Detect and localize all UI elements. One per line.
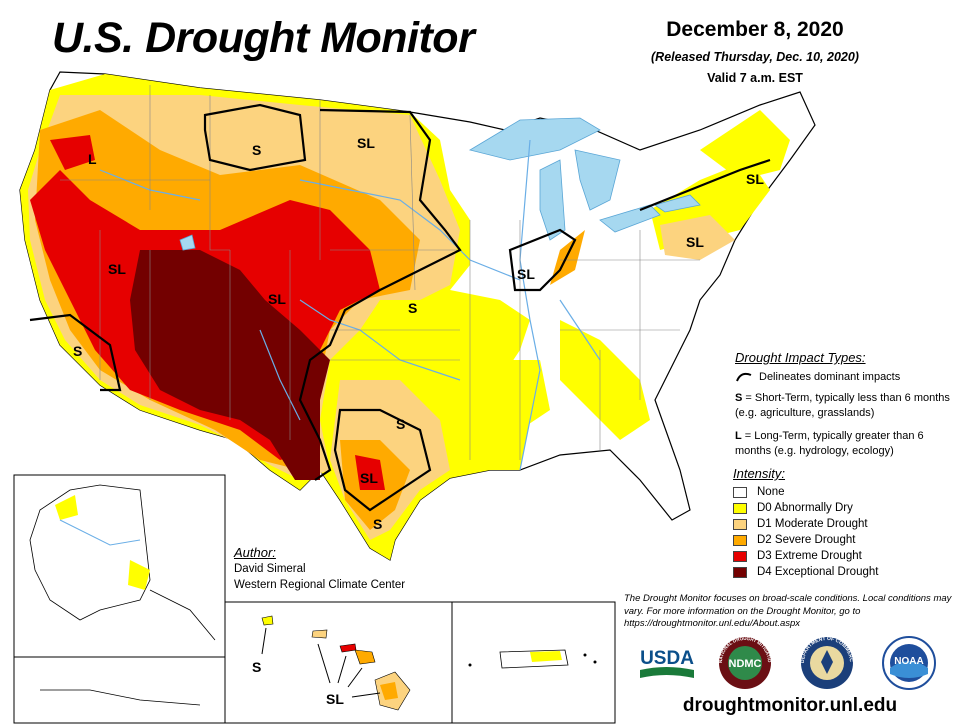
impact-l-desc: = Long-Term, typically greater than 6 mo… xyxy=(735,429,924,457)
intensity-label: D1 Moderate Drought xyxy=(757,518,868,530)
site-url[interactable]: droughtmonitor.unl.edu xyxy=(682,695,898,716)
impact-line-icon xyxy=(736,372,752,382)
intensity-row-d2: D2 Severe Drought xyxy=(733,532,953,548)
impact-s-key: S = Short-Term, typically less than 6 mo… xyxy=(735,391,955,421)
release-note: (Released Thursday, Dec. 10, 2020) xyxy=(651,50,859,64)
hawaii-inset: S SL xyxy=(224,601,453,724)
label-hawaii-sl: SL xyxy=(326,691,344,707)
label-hawaii-s: S xyxy=(252,659,261,675)
intensity-label: D0 Abnormally Dry xyxy=(757,502,853,514)
usda-logo[interactable]: USDA xyxy=(636,634,698,690)
swatch-d2 xyxy=(733,534,747,546)
impact-l-label: L xyxy=(735,429,742,442)
impact-lines xyxy=(29,103,771,512)
intensity-label: D3 Extreme Drought xyxy=(757,550,862,562)
label-illinois: SL xyxy=(517,266,535,282)
impact-s-label: S xyxy=(735,392,743,404)
author-title: Author: xyxy=(234,545,276,560)
label-pennsylvania: SL xyxy=(686,234,704,250)
impact-line-key: Delineates dominant impacts xyxy=(735,371,955,383)
commerce-logo[interactable]: DEPARTMENT OF COMMERCE xyxy=(796,634,858,690)
swatch-none xyxy=(733,486,747,498)
disclaimer-note: The Drought Monitor focuses on broad-sca… xyxy=(624,593,952,629)
intensity-label: D4 Exceptional Drought xyxy=(757,566,879,578)
usda-logo-text: USDA xyxy=(640,648,694,669)
label-oregon: L xyxy=(88,151,97,167)
puerto-rico-inset xyxy=(451,601,616,724)
swatch-d0 xyxy=(733,502,747,514)
intensity-row-d3: D3 Extreme Drought xyxy=(733,548,953,564)
map-title: U.S. Drought Monitor xyxy=(52,14,475,62)
label-southcal: S xyxy=(73,343,82,359)
intensity-row-d4: D4 Exceptional Drought xyxy=(733,564,953,580)
author-block: Author: David Simeral Western Regional C… xyxy=(234,545,405,593)
label-colorado: SL xyxy=(268,291,286,307)
intensity-row-d0: D0 Abnormally Dry xyxy=(733,500,953,516)
impact-l-key: L = Long-Term, typically greater than 6 … xyxy=(735,429,955,459)
label-kansas: S xyxy=(408,300,417,316)
state-boundaries xyxy=(60,85,700,460)
intensity-row-d1: D1 Moderate Drought xyxy=(733,516,953,532)
label-texas-central: SL xyxy=(360,470,378,486)
intensity-label: None xyxy=(757,486,785,498)
label-northeast: SL xyxy=(746,171,764,187)
impact-s-desc: = Short-Term, typically less than 6 mont… xyxy=(735,392,950,419)
ndmc-logo-text: NDMC xyxy=(729,658,762,670)
label-northdakota: SL xyxy=(357,135,375,151)
intensity-legend: Intensity: None D0 Abnormally Dry D1 Mod… xyxy=(733,466,953,580)
intensity-legend-title: Intensity: xyxy=(733,466,786,481)
label-texas-south: S xyxy=(373,516,382,532)
swatch-d1 xyxy=(733,518,747,530)
alaska-inset xyxy=(13,474,226,724)
author-org: Western Regional Climate Center xyxy=(234,579,406,591)
label-southwest: SL xyxy=(108,261,126,277)
label-texas-north: S xyxy=(396,416,405,432)
noaa-logo-text: NOAA xyxy=(894,656,923,667)
map-date: December 8, 2020 xyxy=(666,18,844,41)
intensity-label: D2 Severe Drought xyxy=(757,534,856,546)
swatch-d4 xyxy=(733,566,747,578)
intensity-row-none: None xyxy=(733,484,953,500)
impact-line-desc: Delineates dominant impacts xyxy=(759,371,901,383)
label-montana: S xyxy=(252,142,261,158)
noaa-logo[interactable]: NOAA xyxy=(878,634,940,690)
swatch-d3 xyxy=(733,550,747,562)
impact-legend: Drought Impact Types: Delineates dominan… xyxy=(735,350,955,466)
great-lakes xyxy=(179,117,701,251)
valid-time: Valid 7 a.m. EST xyxy=(707,71,803,85)
author-name: David Simeral xyxy=(234,563,306,575)
impact-legend-title: Drought Impact Types: xyxy=(735,350,866,365)
